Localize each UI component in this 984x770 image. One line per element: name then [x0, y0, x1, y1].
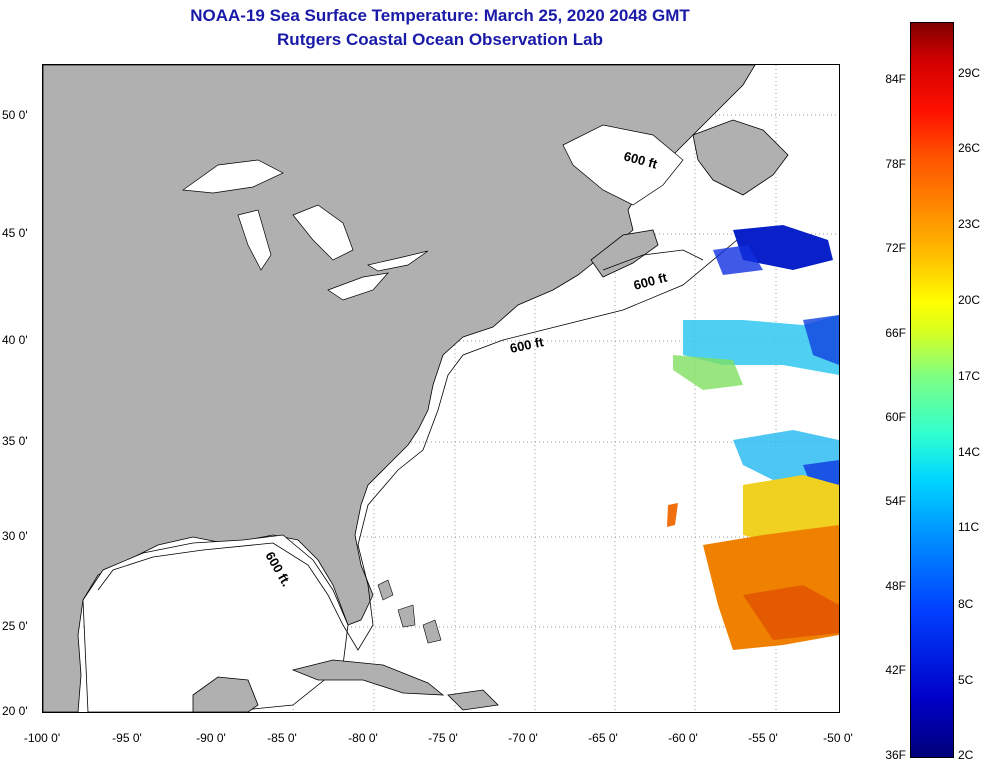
lon-label-70: -70 0' — [508, 731, 538, 745]
lat-label-40: 40 0' — [2, 333, 28, 347]
colorbar-c-2: 2C — [958, 748, 974, 762]
colorbar-c-23: 23C — [958, 217, 981, 231]
lon-label-65: -65 0' — [588, 731, 618, 745]
map-panel: 600 ft 600 ft 600 ft 600 ft. — [42, 64, 840, 713]
lon-label-95: -95 0' — [112, 731, 142, 745]
lat-label-50: 50 0' — [2, 108, 28, 122]
great-lakes — [182, 159, 429, 301]
cuba-land — [291, 659, 445, 696]
colorbar-c-26: 26C — [958, 141, 981, 155]
bahamas-islands — [377, 579, 442, 644]
colorbar-f-72: 72F — [885, 241, 906, 255]
lon-label-90: -90 0' — [196, 731, 226, 745]
gulf-st-lawrence — [562, 124, 684, 206]
colorbar-c-20: 20C — [958, 293, 981, 307]
lon-label-100: -100 0' — [23, 731, 61, 745]
colorbar-f-84: 84F — [885, 72, 906, 86]
lat-label-20: 20 0' — [2, 704, 28, 718]
lat-label-35: 35 0' — [2, 434, 28, 448]
lon-label-55: -55 0' — [748, 731, 778, 745]
lon-label-75: -75 0' — [428, 731, 458, 745]
lon-label-50: -50 0' — [823, 731, 853, 745]
contour-label-3: 600 ft — [509, 334, 546, 356]
hispaniola-land — [447, 689, 499, 711]
map-canvas: 600 ft 600 ft 600 ft 600 ft. — [43, 65, 839, 712]
colorbar-c-11: 11C — [958, 520, 980, 534]
newfoundland-land — [692, 119, 789, 196]
map-subtitle: Rutgers Coastal Ocean Observation Lab — [277, 30, 603, 49]
lat-label-45: 45 0' — [2, 226, 28, 240]
lon-label-80: -80 0' — [348, 731, 378, 745]
colorbar-f-54: 54F — [885, 494, 906, 508]
600ft-contour — [97, 234, 744, 651]
colorbar-f-66: 66F — [885, 326, 906, 340]
colorbar-c-5: 5C — [958, 673, 974, 687]
lon-label-60: -60 0' — [668, 731, 698, 745]
colorbar-f-60: 60F — [885, 410, 906, 424]
colorbar-c-29: 29C — [958, 66, 981, 80]
nova-scotia-land — [590, 229, 659, 278]
colorbar-c-17: 17C — [958, 369, 981, 383]
colorbar-f-78: 78F — [885, 157, 906, 171]
temperature-colorbar — [910, 22, 954, 758]
colorbar-f-36: 36F — [885, 748, 906, 762]
yucatan-land — [192, 676, 259, 712]
colorbar-f-48: 48F — [885, 579, 906, 593]
colorbar-f-42: 42F — [885, 663, 906, 677]
lon-label-85: -85 0' — [267, 731, 297, 745]
lat-label-25: 25 0' — [2, 619, 28, 633]
lat-label-30: 30 0' — [2, 529, 28, 543]
map-title: NOAA-19 Sea Surface Temperature: March 2… — [190, 6, 690, 25]
contour-label-2: 600 ft — [632, 269, 669, 292]
colorbar-c-8: 8C — [958, 597, 974, 611]
sst-data-overlay — [667, 225, 839, 650]
colorbar-c-14: 14C — [958, 445, 981, 459]
